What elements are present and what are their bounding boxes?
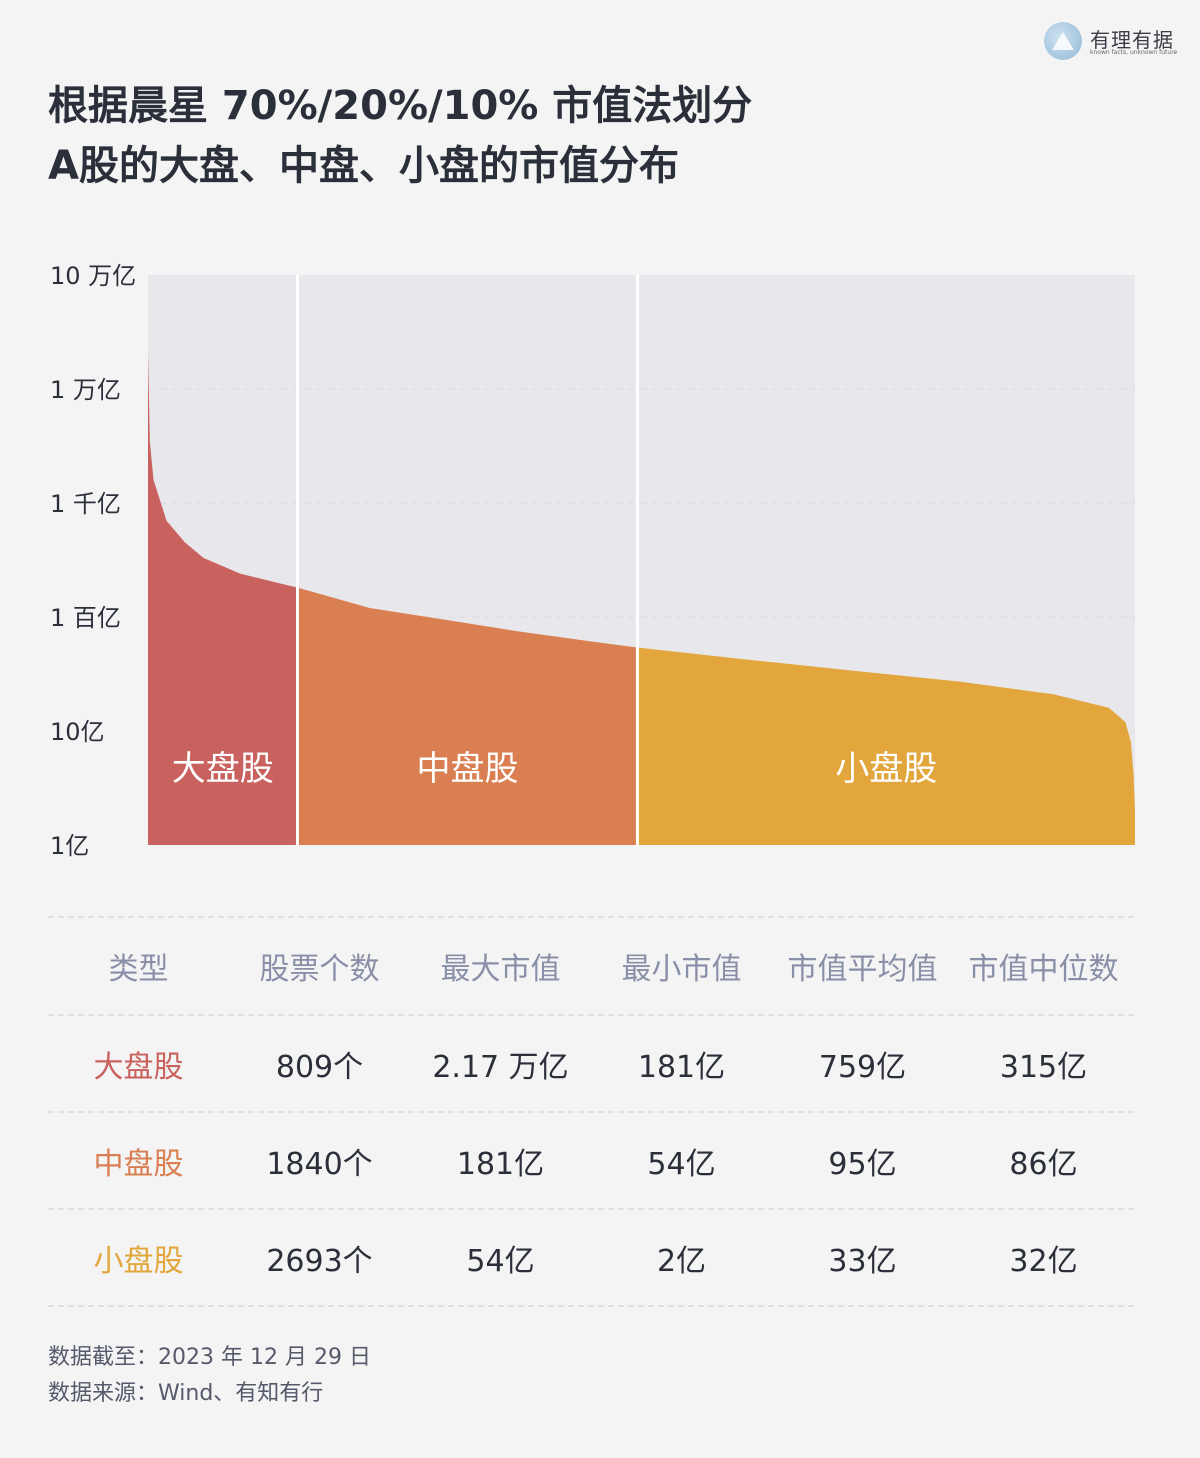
title-line-1: 根据晨星 70%/20%/10% 市值法划分 (48, 83, 753, 129)
cell-min: 2亿 (656, 1243, 707, 1279)
table-row-large: 大盘股 809个 2.17 万亿 181亿 759亿 315亿 (48, 1014, 1134, 1111)
header-count: 股票个数 (259, 952, 380, 987)
cell-mean: 95亿 (828, 1146, 897, 1182)
cell-count: 1840个 (266, 1146, 373, 1182)
y-tick-label: 1亿 (50, 832, 89, 860)
area-segment-0 (148, 350, 298, 845)
header-median: 市值中位数 (968, 952, 1119, 987)
header-min: 最小市值 (621, 952, 742, 987)
brand-logo: 有理有据 known facts, unknown future (1044, 22, 1184, 62)
stats-table: 类型 股票个数 最大市值 最小市值 市值平均值 市值中位数 大盘股 809个 2… (48, 916, 1134, 1307)
cell-mean: 759亿 (818, 1049, 907, 1085)
cell-max: 54亿 (466, 1243, 535, 1279)
header-type: 类型 (108, 952, 169, 987)
data-source-note: 数据来源：Wind、有知有行 (48, 1381, 324, 1406)
cell-min: 181亿 (637, 1049, 726, 1085)
row-type: 大盘股 (93, 1049, 184, 1085)
y-tick-label: 1 千亿 (50, 490, 121, 518)
cell-mean: 33亿 (828, 1243, 897, 1279)
table-row-mid: 中盘股 1840个 181亿 54亿 95亿 86亿 (48, 1111, 1134, 1208)
mountain-icon (1044, 22, 1082, 60)
table-row-small: 小盘股 2693个 54亿 2亿 33亿 32亿 (48, 1208, 1134, 1307)
y-tick-label: 1 万亿 (50, 376, 121, 404)
data-date-note: 数据截至：2023 年 12 月 29 日 (48, 1345, 371, 1370)
row-type: 中盘股 (93, 1146, 184, 1182)
y-tick-label: 1 百亿 (50, 604, 121, 632)
header-max: 最大市值 (440, 952, 561, 987)
y-tick-label: 10 万亿 (50, 262, 136, 290)
page-title: 根据晨星 70%/20%/10% 市值法划分 A股的大盘、中盘、小盘的市值分布 (48, 76, 752, 196)
brand-name: 有理有据 (1090, 28, 1174, 52)
brand-tagline: known facts, unknown future (1090, 49, 1178, 56)
header-mean: 市值平均值 (787, 952, 938, 987)
title-line-2: A股的大盘、中盘、小盘的市值分布 (48, 143, 679, 189)
cell-min: 54亿 (647, 1146, 716, 1182)
segment-label: 大盘股 (172, 749, 274, 789)
y-tick-label: 10亿 (50, 718, 105, 746)
segment-label: 小盘股 (835, 749, 937, 789)
cell-max: 2.17 万亿 (432, 1049, 569, 1085)
cell-count: 809个 (275, 1049, 364, 1085)
cell-count: 2693个 (266, 1243, 373, 1279)
cell-median: 32亿 (1009, 1243, 1078, 1279)
footer-notes: 数据截至：2023 年 12 月 29 日 数据来源：Wind、有知有行 (48, 1340, 371, 1412)
cell-max: 181亿 (456, 1146, 545, 1182)
cell-median: 315亿 (999, 1049, 1088, 1085)
area-segment-2 (637, 647, 1135, 845)
segment-label: 中盘股 (416, 749, 518, 789)
row-type: 小盘股 (93, 1243, 184, 1279)
cell-median: 86亿 (1009, 1146, 1078, 1182)
table-header-row: 类型 股票个数 最大市值 最小市值 市值平均值 市值中位数 (48, 916, 1134, 1014)
area-segment-1 (297, 587, 638, 845)
